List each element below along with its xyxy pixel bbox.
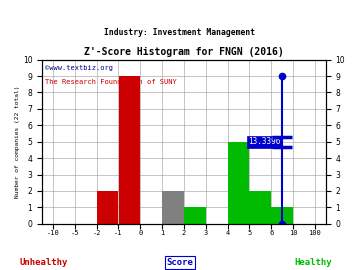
- Title: Z'-Score Histogram for FNGN (2016): Z'-Score Histogram for FNGN (2016): [84, 48, 284, 58]
- Text: Score: Score: [167, 258, 193, 267]
- Bar: [249, 191, 271, 224]
- Bar: [228, 142, 249, 224]
- Bar: [97, 191, 118, 224]
- Bar: [118, 76, 140, 224]
- Text: ©www.textbiz.org: ©www.textbiz.org: [45, 65, 113, 70]
- Bar: [184, 207, 206, 224]
- Bar: [271, 207, 293, 224]
- Y-axis label: Number of companies (22 total): Number of companies (22 total): [15, 86, 20, 198]
- Text: Industry: Investment Management: Industry: Investment Management: [104, 28, 256, 37]
- Text: Unhealthy: Unhealthy: [19, 258, 67, 267]
- Text: Healthy: Healthy: [294, 258, 332, 267]
- Text: 13.3396: 13.3396: [248, 137, 281, 146]
- Bar: [162, 191, 184, 224]
- Text: The Research Foundation of SUNY: The Research Foundation of SUNY: [45, 79, 177, 85]
